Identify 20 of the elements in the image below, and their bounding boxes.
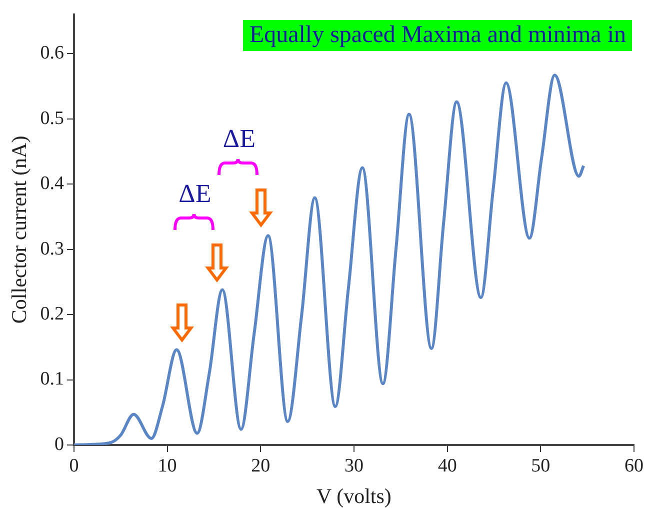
y-tick-label: 0.3 [40, 238, 64, 260]
annotation: ΔE [222, 124, 256, 154]
x-tick-label: 0 [69, 455, 79, 476]
x-tick-label: 50 [531, 455, 550, 476]
y-tick-label: 0.6 [40, 42, 64, 64]
x-tick-label: 30 [344, 455, 364, 476]
x-tick-label: 10 [158, 455, 177, 476]
x-tick-label: 40 [438, 455, 457, 476]
y-tick-label: 0 [54, 434, 64, 455]
x-axis-title: V (volts) [316, 484, 392, 508]
y-tick-label: 0.5 [40, 108, 64, 129]
line-series [74, 74, 586, 445]
annotation: ΔE [178, 178, 212, 209]
y-tick-label: 0.1 [40, 368, 64, 390]
x-tick-label: 60 [624, 455, 644, 476]
y-tick-label: 0.2 [40, 304, 64, 324]
x-tick-label: 20 [251, 455, 270, 476]
y-axis-title: Collector current (nA) [7, 136, 32, 324]
y-tick-label: 0.4 [40, 173, 64, 194]
annotation: Equally spaced Maxima and minima in [243, 20, 632, 52]
